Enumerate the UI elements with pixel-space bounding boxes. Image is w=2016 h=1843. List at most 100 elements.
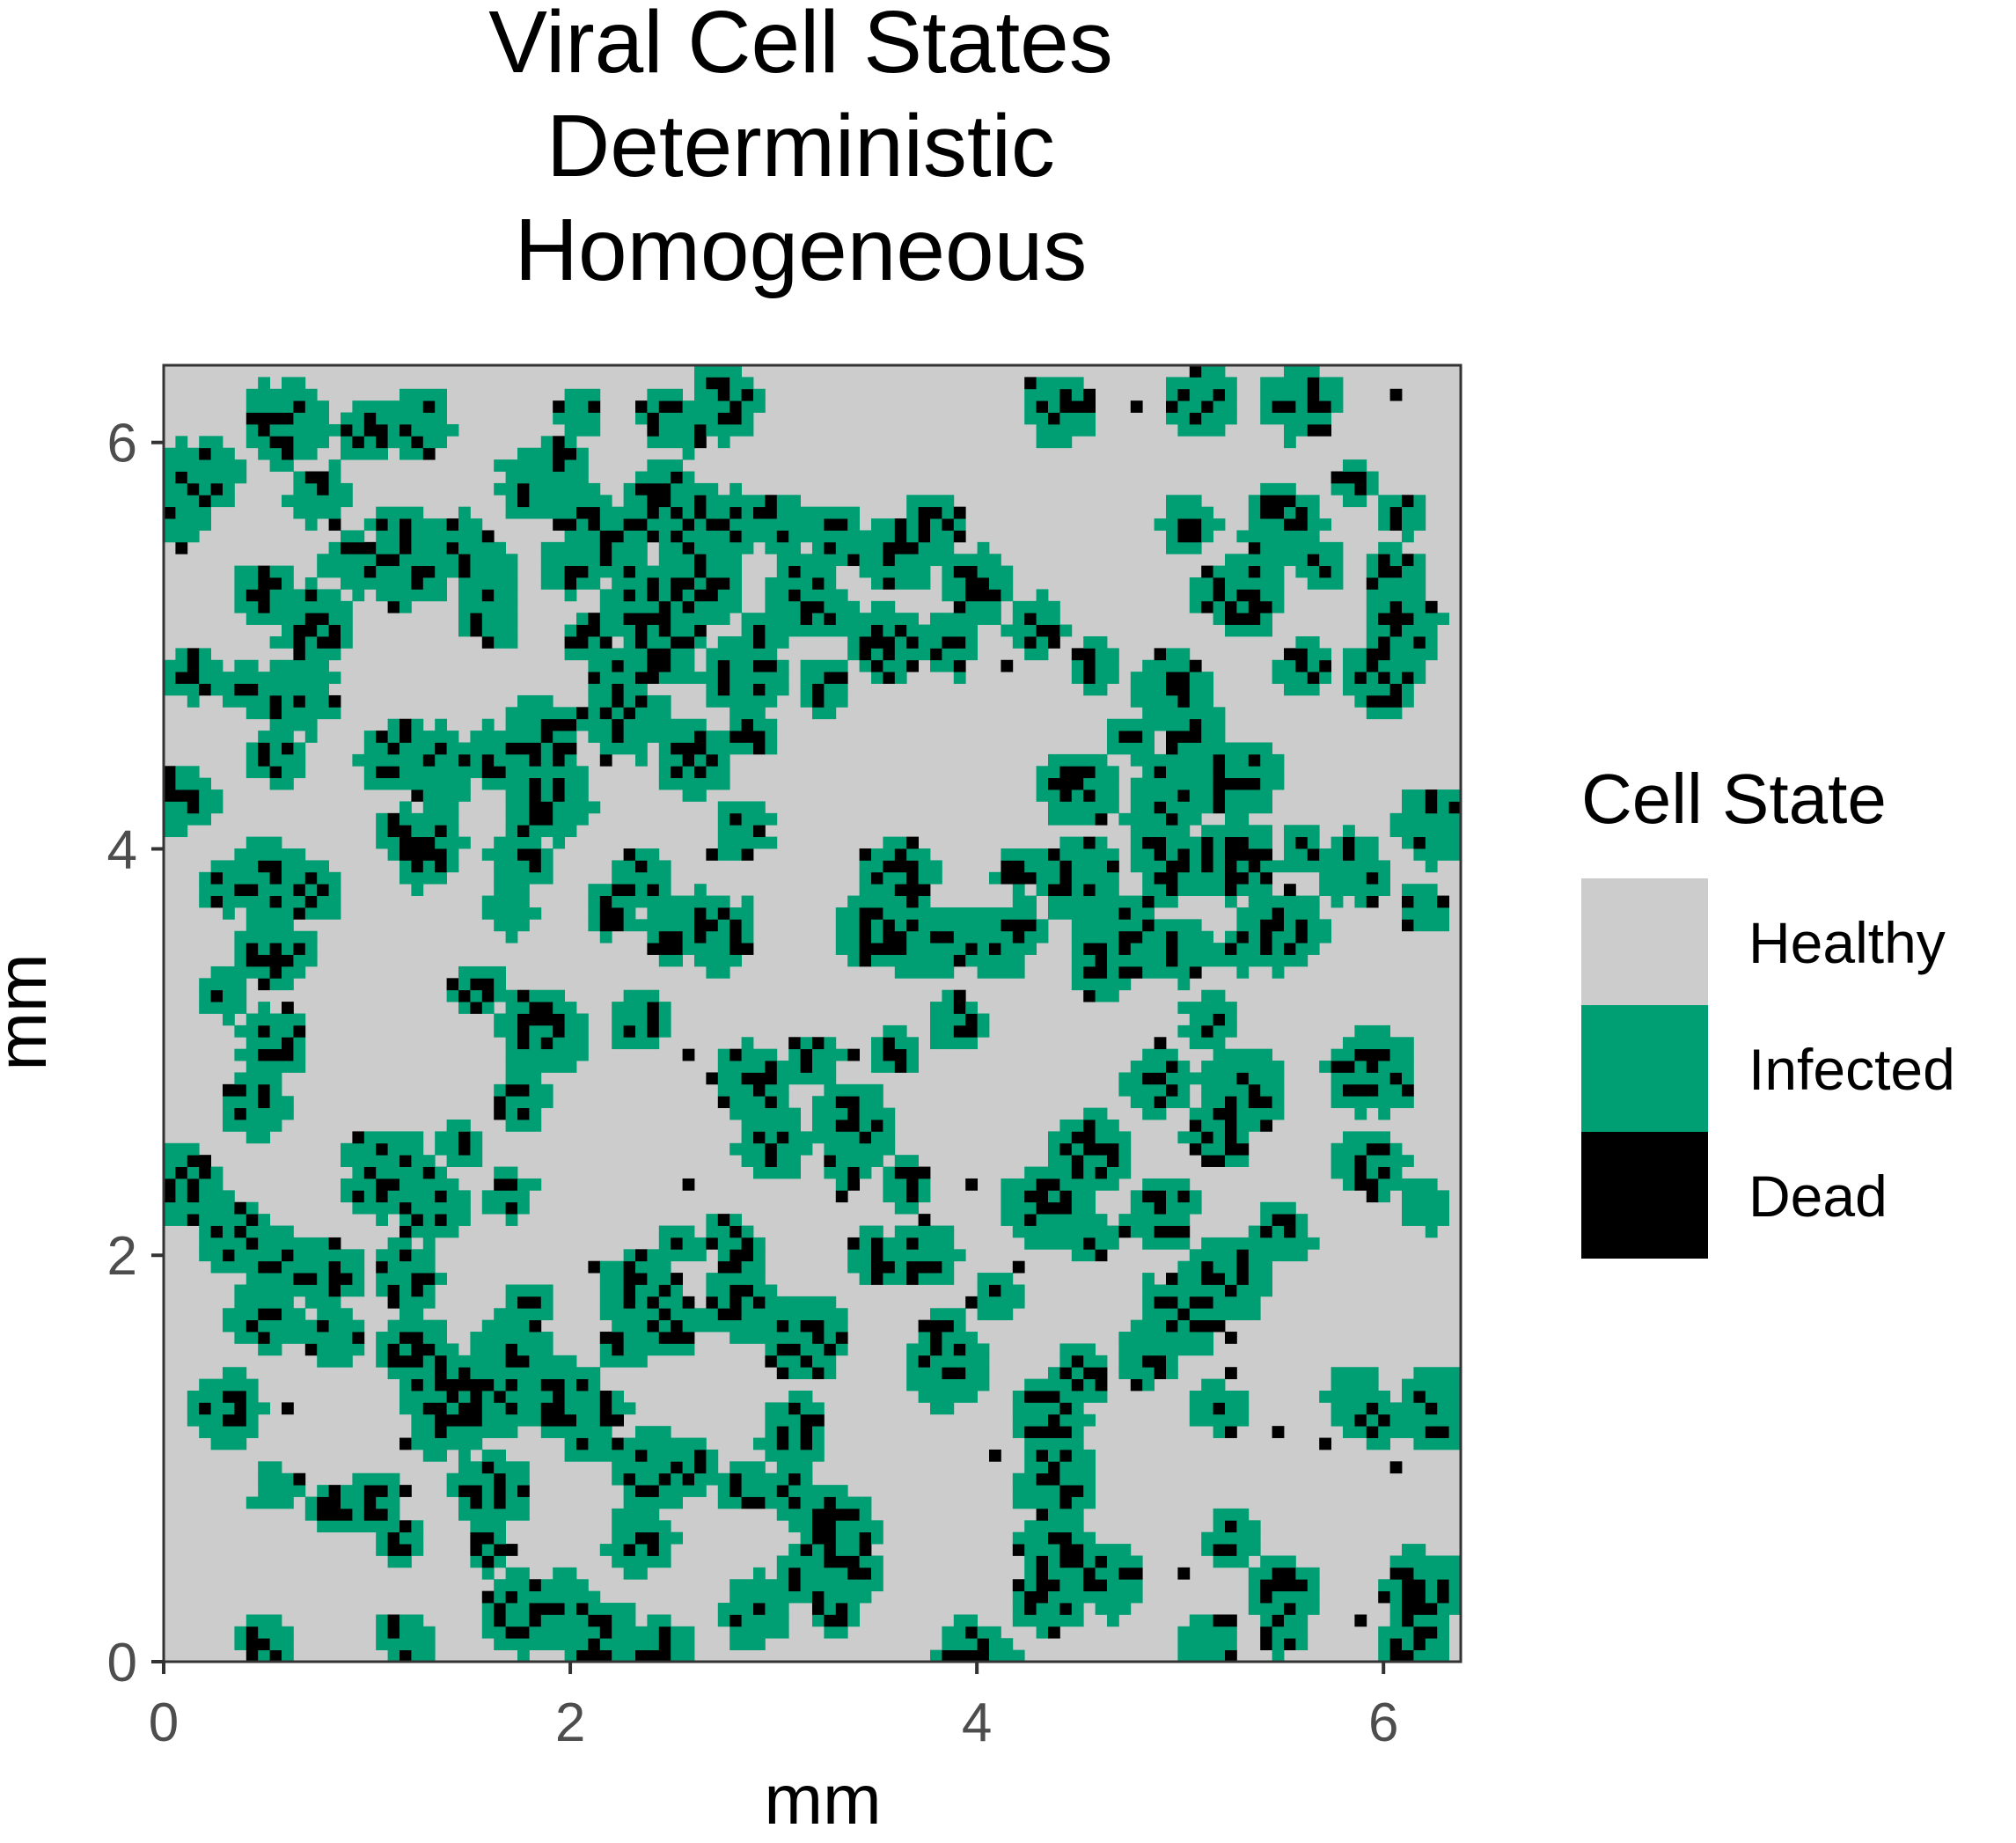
infected-cell <box>210 447 235 460</box>
infected-cell <box>612 554 648 567</box>
dead-cell <box>1366 1190 1379 1203</box>
infected-cell <box>1437 1626 1449 1639</box>
infected-cell <box>1071 1496 1096 1509</box>
infected-cell <box>1378 506 1390 519</box>
infected-cell <box>1059 1355 1073 1368</box>
infected-cell <box>376 1166 424 1179</box>
infected-cell <box>623 1249 636 1262</box>
infected-cell <box>741 1155 766 1167</box>
infected-cell <box>223 1096 259 1109</box>
infected-cell <box>1071 1402 1084 1415</box>
infected-cell <box>706 683 719 696</box>
dead-cell <box>470 624 483 637</box>
infected-cell <box>1425 860 1438 873</box>
infected-cell <box>741 400 766 413</box>
infected-cell <box>164 812 211 826</box>
dead-cell <box>1154 1037 1167 1050</box>
infected-cell <box>717 635 754 649</box>
infected-cell <box>1166 1201 1202 1215</box>
infected-cell <box>765 1449 825 1462</box>
infected-cell <box>741 1260 766 1274</box>
infected-cell <box>164 518 211 531</box>
infected-cell <box>599 1355 648 1368</box>
infected-cell <box>658 753 683 767</box>
dead-cell <box>753 1131 766 1144</box>
dead-cell <box>906 1260 942 1274</box>
dead-cell <box>269 895 282 908</box>
infected-cell <box>623 1485 636 1497</box>
dead-cell <box>717 683 730 696</box>
dead-cell <box>588 613 601 625</box>
infected-cell <box>376 825 388 838</box>
dead-cell <box>682 1296 695 1309</box>
infected-cell <box>494 884 530 896</box>
infected-cell <box>918 895 931 908</box>
infected-cell <box>800 1531 813 1545</box>
dead-cell <box>741 1237 754 1250</box>
infected-cell <box>293 1048 306 1061</box>
infected-cell <box>1425 1638 1449 1651</box>
dead-cell <box>753 659 778 672</box>
infected-cell <box>647 1614 671 1627</box>
infected-cell <box>164 447 200 460</box>
dead-cell <box>658 624 671 637</box>
infected-cell <box>376 1355 388 1368</box>
infected-cell <box>505 1002 530 1014</box>
dead-cell <box>1402 895 1414 908</box>
infected-cell <box>517 447 553 460</box>
dead-cell <box>729 400 742 413</box>
infected-cell <box>1012 884 1025 896</box>
infected-cell <box>199 978 247 991</box>
infected-cell <box>505 1603 530 1615</box>
infected-cell <box>1142 1308 1178 1321</box>
dead-cell <box>965 1013 978 1026</box>
infected-cell <box>835 930 860 944</box>
dead-cell <box>458 1142 471 1156</box>
infected-cell <box>505 1072 542 1085</box>
dead-cell <box>1036 1201 1073 1215</box>
infected-cell <box>187 1402 200 1415</box>
infected-cell <box>717 919 730 932</box>
infected-cell <box>859 1237 872 1250</box>
infected-cell <box>1366 624 1390 637</box>
infected-cell <box>481 1485 495 1497</box>
infected-cell <box>1201 1061 1285 1073</box>
infected-cell <box>1366 1413 1379 1427</box>
dead-cell <box>387 1614 400 1627</box>
infected-cell <box>918 1391 978 1403</box>
dead-cell <box>199 447 211 460</box>
infected-cell <box>304 577 318 590</box>
infected-cell <box>1154 518 1178 531</box>
infected-cell <box>1236 884 1272 896</box>
dead-cell <box>258 1024 270 1038</box>
dead-cell <box>729 919 742 932</box>
infected-cell <box>246 1614 282 1627</box>
dead-cell <box>965 1626 978 1639</box>
dead-cell <box>953 565 978 578</box>
dead-cell <box>706 848 719 861</box>
infected-cell <box>1402 565 1426 578</box>
infected-cell <box>1024 1166 1073 1179</box>
infected-cell <box>529 495 612 508</box>
infected-cell <box>1319 848 1344 861</box>
infected-cell <box>1343 1037 1414 1050</box>
dead-cell <box>1189 966 1202 979</box>
infected-cell <box>564 1013 589 1026</box>
infected-cell <box>304 907 341 920</box>
dead-cell <box>529 789 542 802</box>
infected-cell <box>458 1002 471 1014</box>
dead-cell <box>706 577 730 590</box>
infected-cell <box>199 1214 247 1226</box>
infected-cell <box>258 1214 270 1226</box>
dead-cell <box>1213 801 1226 814</box>
infected-cell <box>894 635 907 649</box>
infected-cell <box>1048 1190 1060 1203</box>
dead-cell <box>1378 672 1390 684</box>
infected-cell <box>977 1273 1014 1285</box>
infected-cell <box>647 907 695 920</box>
infected-cell <box>918 860 942 873</box>
dead-cell <box>1189 1120 1202 1132</box>
dead-cell <box>930 1332 942 1344</box>
infected-cell <box>765 577 813 590</box>
infected-cell <box>1319 388 1344 401</box>
